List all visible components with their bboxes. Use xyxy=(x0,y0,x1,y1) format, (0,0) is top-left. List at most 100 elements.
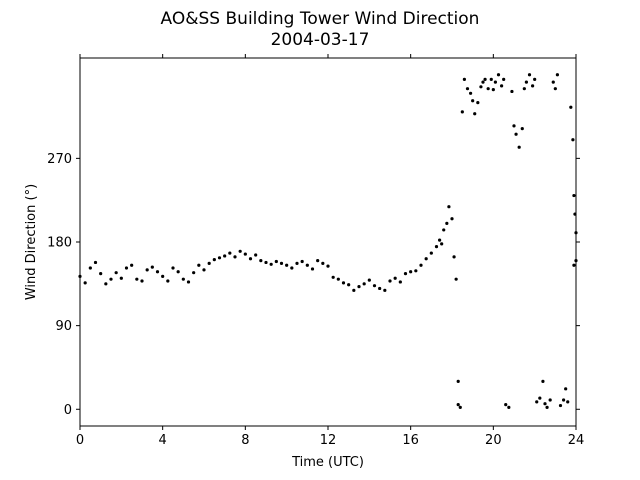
y-tick-label: 180 xyxy=(47,236,72,251)
data-point xyxy=(233,255,237,259)
data-point xyxy=(469,91,473,95)
data-point xyxy=(496,73,501,77)
data-point xyxy=(514,132,518,136)
data-point xyxy=(166,279,170,283)
data-point xyxy=(409,270,413,274)
data-points xyxy=(78,73,578,410)
data-point xyxy=(238,249,242,253)
data-point xyxy=(520,127,524,131)
data-point xyxy=(398,280,402,284)
data-point xyxy=(414,269,418,273)
data-point xyxy=(186,280,191,284)
data-point xyxy=(419,263,423,267)
data-point xyxy=(326,264,330,268)
data-point xyxy=(471,99,475,103)
data-point xyxy=(403,272,408,276)
data-point xyxy=(483,77,487,81)
chart-subtitle: 2004-03-17 xyxy=(271,30,370,50)
y-axis-ticks: 0 90 180 270 xyxy=(47,152,580,418)
data-point xyxy=(279,261,284,265)
data-point xyxy=(489,77,493,81)
data-point xyxy=(114,271,118,275)
data-point xyxy=(533,77,537,81)
data-point xyxy=(450,217,454,221)
data-point xyxy=(248,257,253,261)
data-point xyxy=(507,405,511,410)
data-point xyxy=(383,288,387,292)
data-point xyxy=(140,279,144,283)
data-point xyxy=(181,277,185,281)
data-point xyxy=(465,87,470,91)
x-tick-label: 8 xyxy=(241,433,249,448)
data-point xyxy=(285,263,289,267)
data-point xyxy=(88,266,92,270)
data-point xyxy=(352,288,356,292)
data-point xyxy=(228,251,232,255)
data-point xyxy=(541,379,545,383)
data-point xyxy=(524,80,529,84)
data-point xyxy=(476,101,480,105)
data-point xyxy=(527,73,532,77)
data-point xyxy=(259,258,263,263)
data-point xyxy=(192,271,196,275)
data-point xyxy=(388,279,392,283)
data-point xyxy=(569,105,573,109)
plot-area-frame xyxy=(79,57,577,427)
chart-title: AO&SS Building Tower Wind Direction xyxy=(161,9,480,29)
data-point xyxy=(551,80,555,84)
data-point xyxy=(510,89,514,94)
data-point xyxy=(161,274,165,278)
data-point xyxy=(197,263,201,267)
data-point xyxy=(135,277,139,281)
data-point xyxy=(83,281,87,285)
data-point xyxy=(295,261,299,265)
data-point xyxy=(531,84,535,88)
y-tick-label: 0 xyxy=(64,403,72,418)
data-point xyxy=(545,405,549,410)
data-point xyxy=(454,277,458,281)
data-point xyxy=(393,276,397,280)
data-point xyxy=(447,205,451,209)
data-point xyxy=(336,277,340,281)
data-point xyxy=(104,282,108,286)
data-point xyxy=(517,145,521,149)
data-point xyxy=(553,87,557,91)
data-point xyxy=(535,400,539,404)
data-point xyxy=(331,275,335,279)
data-point xyxy=(456,403,460,407)
data-point xyxy=(429,251,433,255)
data-point xyxy=(460,110,464,114)
data-point xyxy=(145,268,149,272)
data-point xyxy=(269,262,273,266)
data-point xyxy=(367,278,371,282)
data-point xyxy=(243,252,247,256)
data-point xyxy=(207,261,211,265)
data-point xyxy=(555,73,560,77)
x-tick-label: 0 xyxy=(76,433,84,448)
data-point xyxy=(124,266,129,270)
data-point xyxy=(456,379,460,383)
data-point xyxy=(99,272,103,276)
x-axis-label: Time (UTC) xyxy=(291,455,364,470)
x-axis-ticks: 0 4 8 12 16 20 24 xyxy=(76,54,584,448)
data-point xyxy=(543,402,547,406)
data-point xyxy=(462,77,466,81)
data-point xyxy=(481,80,485,84)
data-point xyxy=(217,256,222,260)
data-point xyxy=(479,85,483,89)
data-point xyxy=(378,286,382,291)
data-point xyxy=(305,263,309,267)
data-point xyxy=(274,259,278,264)
data-point xyxy=(491,88,495,92)
data-point xyxy=(372,284,377,288)
data-point xyxy=(440,242,444,246)
y-tick-label: 90 xyxy=(55,319,72,334)
data-point xyxy=(548,398,552,402)
data-point xyxy=(473,112,477,116)
data-point xyxy=(512,124,516,128)
x-tick-label: 16 xyxy=(402,433,419,448)
data-point xyxy=(502,77,506,81)
data-point xyxy=(310,267,315,271)
data-point xyxy=(176,270,180,274)
data-point xyxy=(564,387,568,391)
